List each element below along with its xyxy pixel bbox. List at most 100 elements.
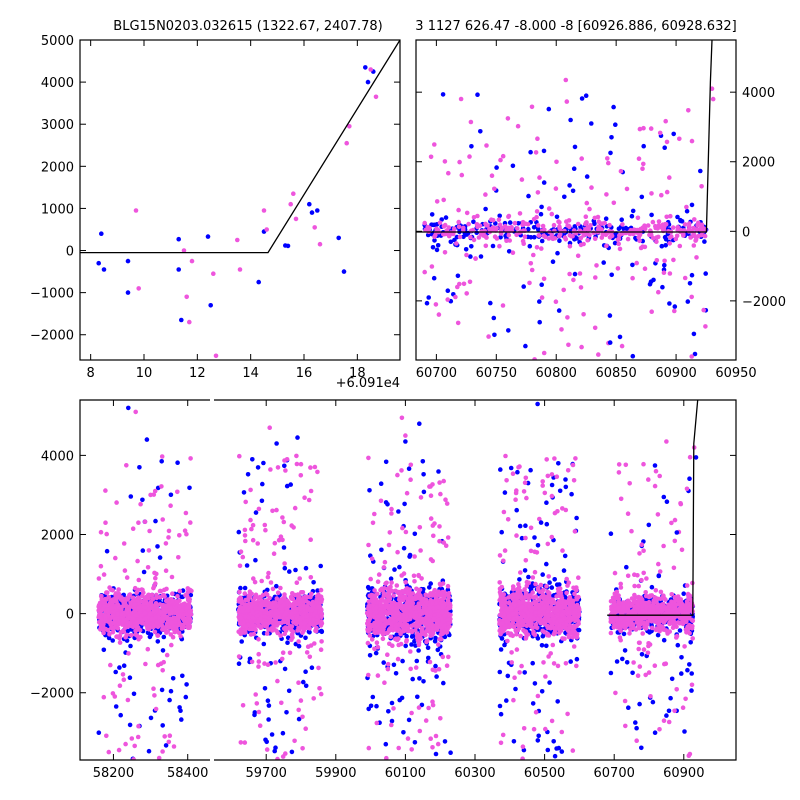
data-point-blue bbox=[402, 501, 407, 507]
data-point-magenta bbox=[386, 542, 392, 548]
data-point-magenta bbox=[152, 570, 157, 576]
data-point-magenta bbox=[289, 523, 295, 528]
data-point-magenta bbox=[180, 625, 186, 630]
x-axis-tick-label: 60750 bbox=[476, 366, 517, 381]
data-point-magenta bbox=[664, 189, 670, 195]
data-point-blue bbox=[399, 695, 405, 701]
data-point-magenta bbox=[591, 230, 596, 236]
data-point-magenta bbox=[151, 608, 156, 614]
data-point-magenta bbox=[571, 277, 576, 283]
data-point-magenta bbox=[624, 186, 630, 192]
data-point-magenta bbox=[319, 639, 324, 644]
data-point-magenta bbox=[96, 603, 102, 608]
data-point-magenta bbox=[242, 527, 248, 533]
data-point-magenta bbox=[451, 226, 457, 231]
data-point-magenta bbox=[440, 654, 446, 660]
data-point-magenta bbox=[262, 522, 268, 528]
data-point-blue bbox=[188, 592, 194, 598]
data-point-blue bbox=[396, 509, 401, 514]
data-point-magenta bbox=[510, 250, 516, 255]
data-point-magenta bbox=[561, 287, 566, 293]
data-point-magenta bbox=[184, 531, 189, 537]
data-point-magenta bbox=[270, 508, 275, 514]
data-point-magenta bbox=[405, 736, 411, 741]
data-point-blue bbox=[541, 148, 547, 154]
data-point-blue bbox=[570, 188, 576, 194]
data-point-magenta bbox=[177, 588, 183, 594]
data-point-magenta bbox=[163, 541, 169, 546]
data-point-magenta bbox=[689, 294, 694, 300]
data-point-blue bbox=[303, 565, 309, 571]
data-point-blue bbox=[363, 65, 368, 70]
data-point-magenta bbox=[132, 602, 138, 608]
data-point-magenta bbox=[166, 528, 172, 534]
data-point-magenta bbox=[274, 596, 280, 601]
data-point-magenta bbox=[171, 744, 177, 749]
data-point-magenta bbox=[148, 492, 153, 498]
data-point-blue bbox=[506, 328, 511, 333]
data-point-magenta bbox=[242, 740, 248, 745]
data-point-magenta bbox=[255, 613, 260, 618]
data-point-blue bbox=[309, 665, 315, 670]
y-axis-tick-label: 4000 bbox=[41, 76, 74, 91]
data-point-blue bbox=[689, 272, 695, 278]
data-point-blue bbox=[672, 304, 678, 309]
data-point-magenta bbox=[283, 468, 288, 473]
data-point-magenta bbox=[416, 705, 422, 710]
data-point-magenta bbox=[165, 629, 170, 634]
data-point-blue bbox=[528, 149, 533, 155]
data-point-magenta bbox=[430, 630, 436, 636]
data-point-magenta bbox=[380, 636, 386, 642]
data-point-blue bbox=[471, 219, 476, 225]
data-point-blue bbox=[421, 472, 426, 477]
data-point-magenta bbox=[312, 225, 318, 230]
x-axis-tick-label: 60950 bbox=[715, 366, 756, 381]
data-point-magenta bbox=[368, 576, 374, 582]
data-point-blue bbox=[261, 460, 266, 466]
data-point-blue bbox=[659, 243, 665, 249]
data-point-magenta bbox=[619, 343, 625, 349]
data-point-magenta bbox=[407, 593, 413, 599]
data-point-blue bbox=[146, 748, 152, 754]
data-point-magenta bbox=[606, 160, 611, 166]
data-point-magenta bbox=[366, 603, 372, 609]
data-point-blue bbox=[429, 212, 435, 217]
data-point-magenta bbox=[535, 136, 540, 141]
data-point-magenta bbox=[444, 609, 449, 614]
data-point-magenta bbox=[256, 664, 261, 669]
data-point-magenta bbox=[446, 605, 452, 610]
data-point-magenta bbox=[282, 561, 287, 566]
data-point-blue bbox=[572, 224, 578, 229]
data-point-blue bbox=[383, 459, 389, 465]
data-point-magenta bbox=[607, 235, 613, 240]
data-point-magenta bbox=[654, 239, 659, 245]
data-point-magenta bbox=[248, 487, 253, 493]
data-point-magenta bbox=[407, 589, 412, 595]
data-point-magenta bbox=[142, 616, 148, 621]
data-point-magenta bbox=[672, 308, 677, 314]
data-point-magenta bbox=[283, 751, 288, 756]
data-point-blue bbox=[671, 131, 676, 137]
data-point-magenta bbox=[302, 621, 308, 626]
data-point-magenta bbox=[131, 757, 136, 760]
data-point-magenta bbox=[246, 614, 251, 620]
data-point-magenta bbox=[592, 236, 598, 241]
data-point-magenta bbox=[300, 714, 305, 720]
data-point-magenta bbox=[129, 736, 135, 741]
data-point-magenta bbox=[631, 227, 637, 232]
data-point-magenta bbox=[318, 691, 324, 697]
data-point-blue bbox=[434, 247, 440, 253]
data-point-magenta bbox=[558, 229, 564, 234]
data-point-magenta bbox=[186, 604, 192, 610]
data-point-magenta bbox=[438, 491, 443, 497]
data-point-blue bbox=[296, 716, 302, 722]
data-point-blue bbox=[536, 227, 541, 232]
data-point-magenta bbox=[637, 126, 643, 132]
data-point-magenta bbox=[391, 593, 397, 598]
data-point-blue bbox=[416, 648, 421, 653]
data-point-magenta bbox=[380, 612, 386, 617]
data-point-magenta bbox=[157, 595, 163, 600]
data-point-blue bbox=[253, 557, 258, 563]
data-point-magenta bbox=[546, 236, 552, 241]
data-point-blue bbox=[537, 299, 542, 304]
